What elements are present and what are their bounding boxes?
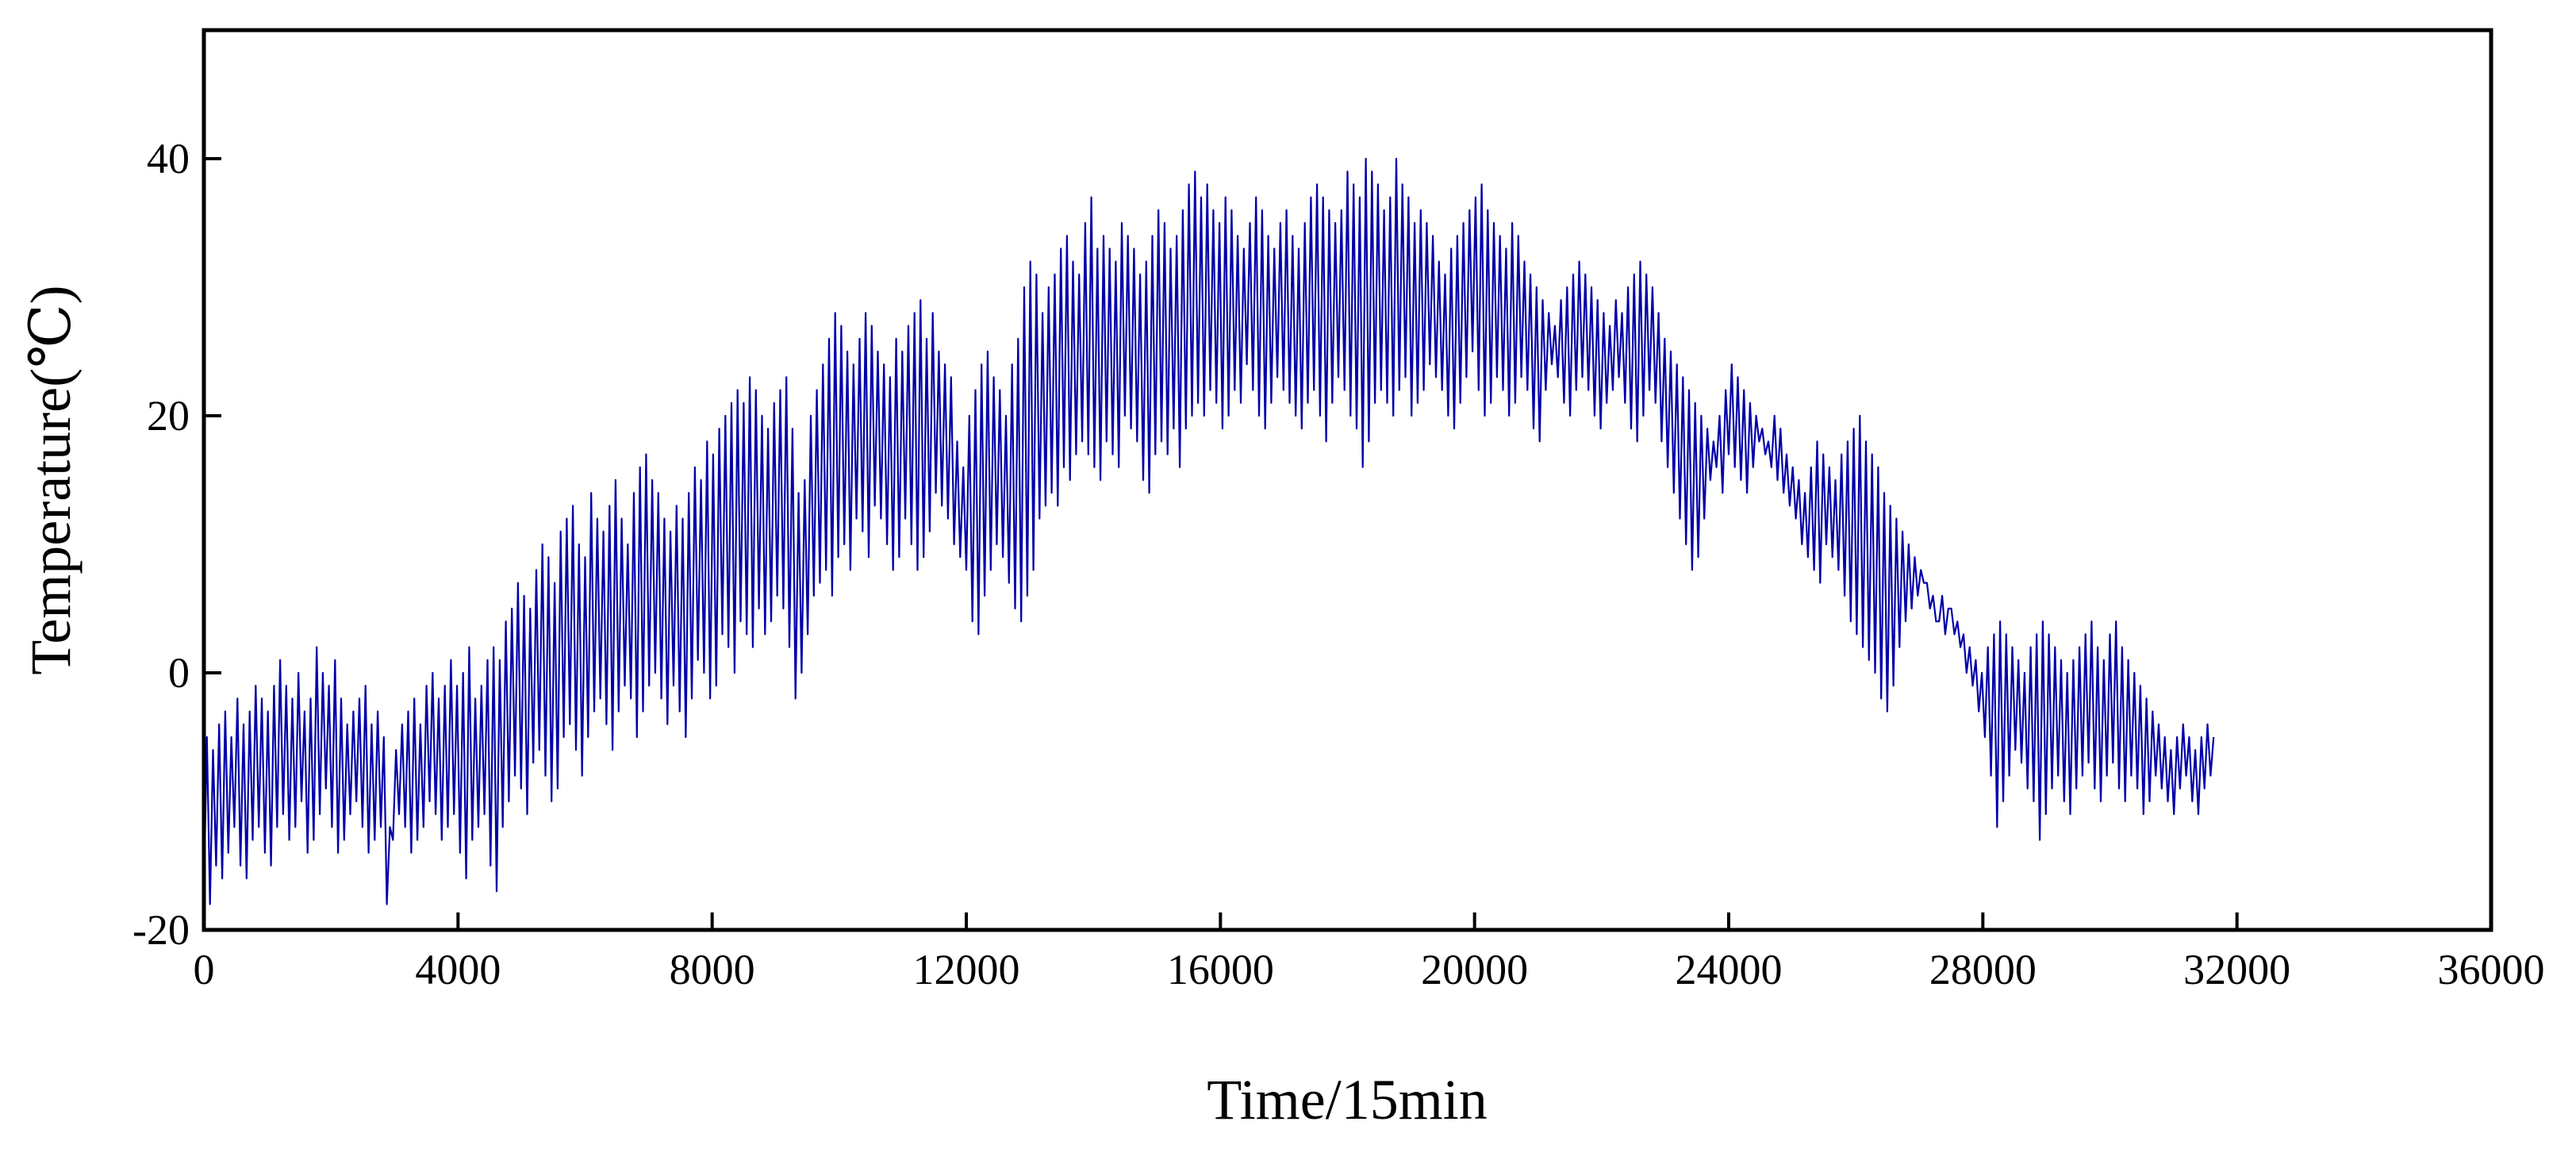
plot-area: [204, 157, 2215, 905]
x-tick-label: 4000: [415, 946, 501, 993]
x-tick-label: 20000: [1421, 946, 1528, 993]
x-axis-ticks: 0 4000 8000 12000 16000 20000 24000 28000 32000 3…: [194, 912, 2545, 993]
y-tick-label: 20: [147, 392, 190, 440]
x-axis-title: Time/15min: [1207, 1068, 1487, 1131]
y-axis-ticks: -20 0 20 40: [132, 135, 221, 954]
y-tick-label: 40: [147, 135, 190, 182]
x-tick-label: 28000: [1929, 946, 2037, 993]
y-tick-label: 0: [168, 649, 190, 697]
y-axis-title: Temperature(℃): [19, 285, 83, 674]
x-tick-label: 16000: [1167, 946, 1274, 993]
x-tick-label: 0: [194, 946, 215, 993]
x-tick-label: 24000: [1676, 946, 1783, 993]
temperature-series-line: [204, 157, 2215, 905]
x-tick-label: 8000: [670, 946, 755, 993]
plot-frame: [202, 28, 2493, 932]
x-tick-label: 32000: [2183, 946, 2290, 993]
x-tick-label: 12000: [913, 946, 1020, 993]
series-layer: [204, 157, 2215, 905]
y-tick-label: -20: [132, 906, 190, 954]
x-tick-label: 36000: [2438, 946, 2545, 993]
